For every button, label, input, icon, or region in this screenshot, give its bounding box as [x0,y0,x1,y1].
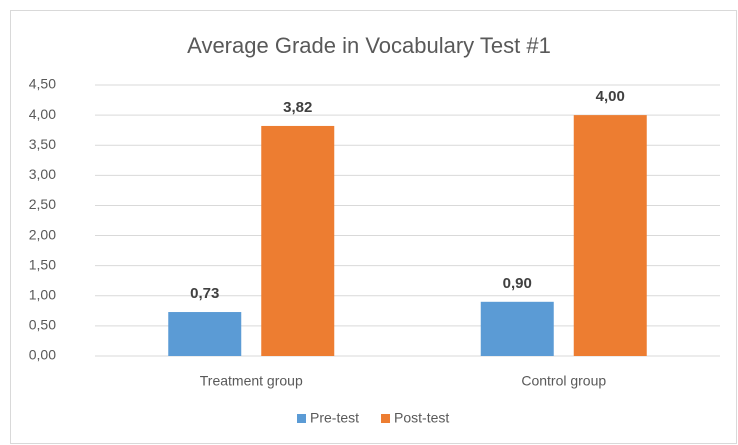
y-tick-label: 0,00 [29,347,56,363]
y-tick-label: 0,50 [29,317,56,333]
bar [261,125,335,356]
y-tick-label: 4,00 [29,106,56,122]
legend-label: Pre-test [310,410,359,426]
x-tick-label: Control group [521,373,606,389]
value-label: 3,82 [283,99,312,116]
value-label: 0,90 [503,275,532,292]
y-tick-label: 1,50 [29,256,56,272]
y-tick-label: 4,50 [29,76,56,92]
x-tick-label: Treatment group [200,373,303,389]
chart-title: Average Grade in Vocabulary Test #1 [187,33,551,58]
y-tick-label: 2,00 [29,226,56,242]
bar [480,301,554,356]
legend-swatch [297,414,306,423]
y-tick-label: 1,00 [29,286,56,302]
y-tick-label: 3,50 [29,136,56,152]
bar [168,312,242,356]
y-tick-label: 3,00 [29,166,56,182]
y-tick-label: 2,50 [29,196,56,212]
bar [573,115,647,356]
legend-label: Post-test [394,410,449,426]
value-label: 4,00 [596,88,625,105]
legend-swatch [381,414,391,423]
value-label: 0,73 [190,285,219,302]
